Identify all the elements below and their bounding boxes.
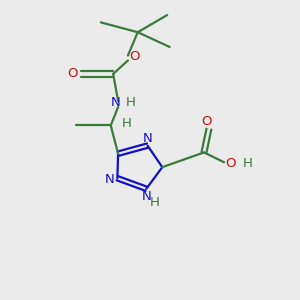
Text: H: H xyxy=(125,96,135,109)
Text: O: O xyxy=(201,115,212,128)
Text: H: H xyxy=(242,157,252,170)
Text: N: N xyxy=(111,96,121,109)
Text: N: N xyxy=(141,190,151,203)
Text: N: N xyxy=(143,132,153,145)
Text: O: O xyxy=(129,50,139,63)
Text: N: N xyxy=(105,173,115,186)
Text: H: H xyxy=(150,196,160,209)
Text: O: O xyxy=(68,68,78,80)
Text: O: O xyxy=(226,157,236,170)
Text: H: H xyxy=(122,116,132,130)
